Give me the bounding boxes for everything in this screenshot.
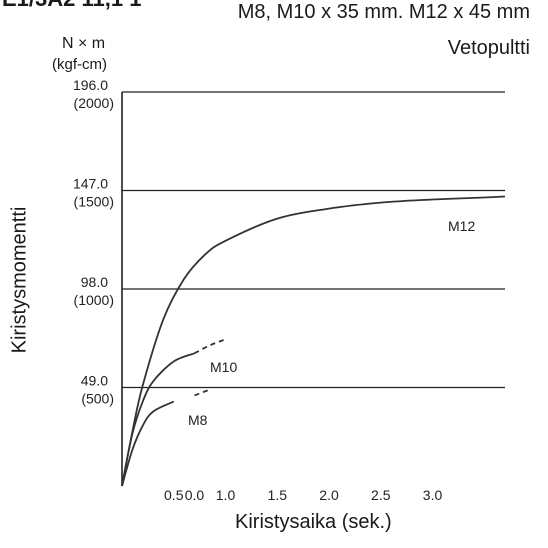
y-unit-sub-label: (kgf-cm) [52, 56, 107, 73]
series-dashed-m8 [194, 388, 211, 397]
y-tick-sub-label-0: (2000) [74, 95, 114, 111]
x-tick-label-2: 1.0 [216, 487, 236, 503]
x-tick-label-1: 0.0 [185, 487, 205, 503]
series-label-m12: M12 [448, 218, 475, 234]
y-tick-sub-label-2: (1000) [74, 292, 114, 308]
x-tick-label-6: 3.0 [423, 487, 443, 503]
series-label-m10: M10 [210, 359, 237, 375]
y-tick-label-2: 98.0 [81, 274, 108, 290]
x-tick-label-0: 0.5 [164, 487, 184, 503]
series-line-m8 [121, 400, 175, 487]
x-tick-label-3: 1.5 [268, 487, 288, 503]
series-line-m10 [121, 352, 195, 487]
series-dashed-m10 [194, 338, 226, 355]
y-tick-label-0: 196.0 [73, 77, 108, 93]
y-tick-label-1: 147.0 [73, 176, 108, 192]
cropped-heading: E1/3A2 11,1 1 [2, 0, 141, 12]
y-tick-label-3: 49.0 [81, 373, 108, 389]
x-tick-label-4: 2.0 [319, 487, 339, 503]
chart-subtitle-2: Vetopultti [447, 37, 530, 59]
series-label-m8: M8 [188, 412, 208, 428]
chart-subtitle: M8, M10 x 35 mm. M12 x 45 mm [237, 1, 530, 23]
y-unit-label: N × m [62, 35, 106, 52]
series-line-m12 [121, 195, 506, 487]
y-tick-sub-label-3: (500) [81, 391, 114, 407]
x-tick-label-5: 2.5 [371, 487, 391, 503]
x-axis-label: Kiristysaika (sek.) [235, 511, 392, 533]
y-tick-sub-label-1: (1500) [74, 194, 114, 210]
